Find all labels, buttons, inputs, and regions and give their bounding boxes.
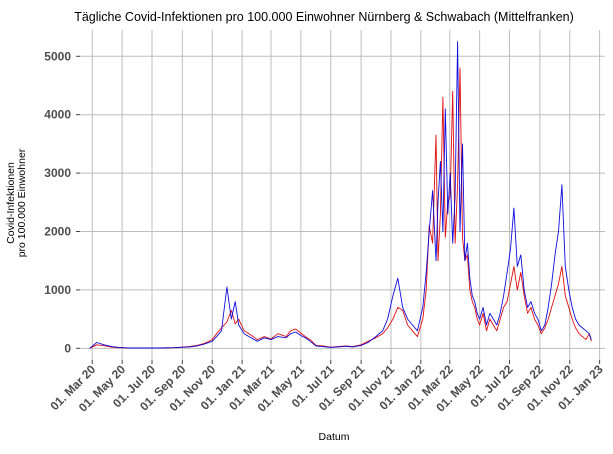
y-axis-title-line1: Covid-Infektionen	[5, 162, 17, 244]
y-axis-title-line2: pro 100.000 Einwohner	[16, 148, 28, 257]
series-layer	[89, 41, 592, 349]
series-line-2	[89, 41, 592, 349]
y-tick-label: 1000	[44, 283, 71, 297]
y-tick-label: 2000	[44, 225, 71, 239]
grid-lines	[80, 30, 605, 360]
y-tick-label: 3000	[44, 166, 71, 180]
y-axis-title: Covid-Infektionen pro 100.000 Einwohner	[5, 148, 28, 257]
series-line-1	[89, 67, 592, 349]
y-tick-label: 4000	[44, 108, 71, 122]
chart-title: Tägliche Covid-Infektionen pro 100.000 E…	[74, 10, 574, 24]
x-axis-title: Datum	[319, 431, 350, 443]
y-tick-label: 0	[64, 341, 71, 355]
y-tick-label: 5000	[44, 49, 71, 63]
